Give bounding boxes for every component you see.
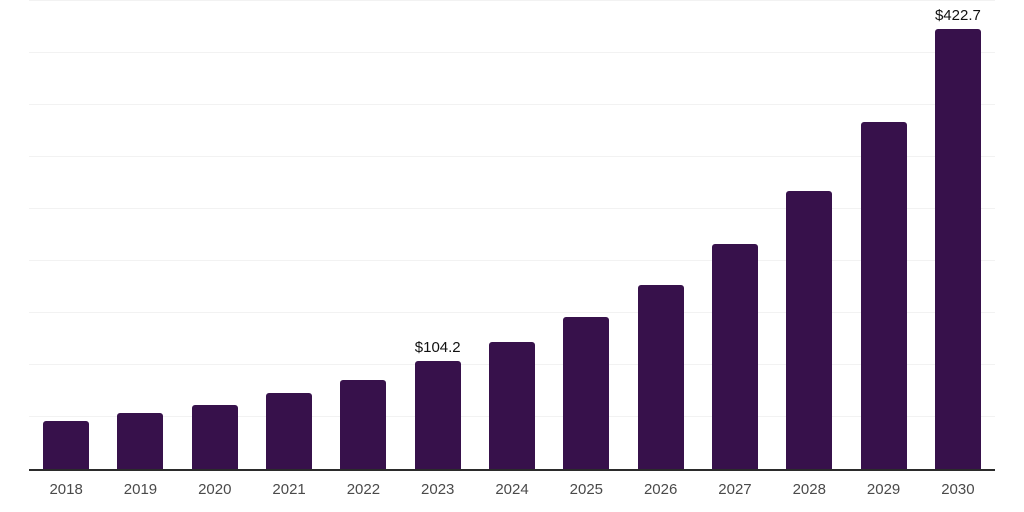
x-axis-tick-label: 2026 — [643, 481, 678, 498]
bar-slot — [549, 317, 623, 469]
x-axis-tick-label: 2022 — [346, 481, 381, 498]
bar — [786, 191, 833, 469]
gridline — [29, 156, 995, 157]
bar-value-label: $422.7 — [934, 7, 981, 25]
bar — [43, 421, 90, 469]
x-axis-tick-label: 2030 — [941, 481, 975, 498]
x-axis-tick-label: 2025 — [569, 481, 604, 498]
bar — [117, 413, 164, 469]
gridline — [29, 312, 995, 313]
bar-slot — [103, 413, 177, 469]
x-axis-tick-label: 2027 — [718, 481, 752, 498]
gridline — [29, 208, 995, 209]
x-axis-tick-label: 2020 — [198, 481, 232, 498]
x-axis-tick-label: 2019 — [123, 481, 158, 498]
bars-layer: $104.2 $422.7 — [29, 1, 995, 469]
x-axis-tick-label: 2028 — [792, 481, 826, 498]
bar — [266, 393, 313, 469]
bar-slot — [624, 284, 698, 469]
bar-slot — [698, 243, 772, 469]
x-axis-tick-label: 2029 — [866, 481, 901, 498]
bar — [711, 243, 758, 469]
gridline — [29, 260, 995, 261]
x-axis-tick-label: 2023 — [421, 481, 455, 498]
x-axis-tick-label: 2024 — [495, 481, 529, 498]
bar — [191, 404, 238, 469]
bar-slot — [475, 341, 549, 469]
bar-slot — [846, 121, 920, 469]
gridline — [29, 52, 995, 53]
bar-slot — [772, 191, 846, 469]
gridline — [29, 0, 995, 1]
x-axis-tick-label: 2018 — [49, 481, 83, 498]
bar-slot — [178, 404, 252, 469]
x-axis-tick-label: 2021 — [272, 481, 306, 498]
bar — [340, 379, 387, 469]
bar — [414, 360, 461, 469]
bar-value-label: $104.2 — [414, 338, 461, 356]
bar — [563, 317, 610, 469]
bar-slot: $422.7 — [921, 7, 995, 469]
gridline — [29, 104, 995, 105]
bar-slot — [29, 421, 103, 469]
bar — [860, 121, 907, 469]
bar-slot — [326, 379, 400, 469]
x-axis: 2018 2019 2020 2021 2022 2023 2024 2025 2026 2027… — [29, 481, 995, 499]
bar — [489, 341, 536, 469]
bar-slot: $104.2 — [401, 339, 475, 469]
bar — [637, 284, 684, 469]
bar-slot — [252, 393, 326, 469]
plot-area: $104.2 $422.7 — [29, 0, 995, 471]
bar — [934, 29, 981, 469]
